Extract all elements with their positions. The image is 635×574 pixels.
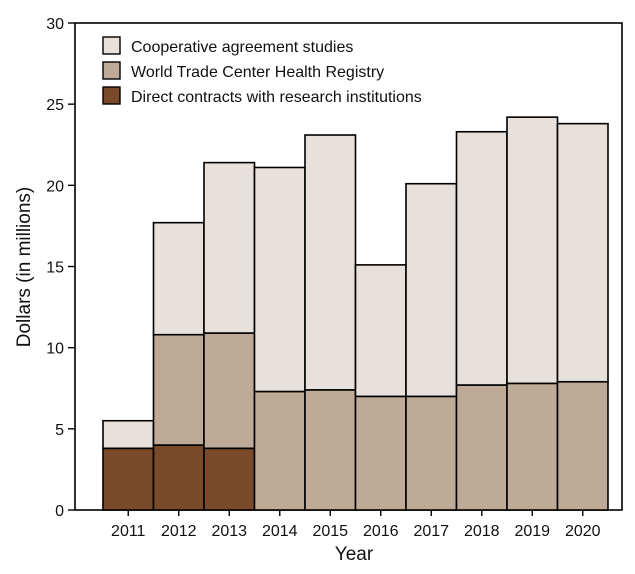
bar-segment bbox=[304, 134, 357, 391]
bar-segment bbox=[304, 389, 357, 511]
bar-segment bbox=[203, 332, 256, 450]
y-tick-label: 10 bbox=[46, 341, 64, 358]
y-tick-label: 0 bbox=[55, 503, 64, 520]
y-axis: 0 5 10 15 20 25 30 bbox=[46, 16, 75, 520]
bar-segment bbox=[102, 419, 155, 450]
bar-segment bbox=[253, 390, 306, 511]
y-tick-label: 30 bbox=[46, 16, 64, 33]
x-tick-label: 2019 bbox=[514, 523, 550, 540]
bar-segment bbox=[253, 166, 306, 393]
x-tick-label: 2016 bbox=[363, 523, 399, 540]
legend-label: Direct contracts with research instituti… bbox=[131, 89, 422, 106]
bar-segment bbox=[203, 161, 256, 334]
bar-segment bbox=[152, 221, 205, 336]
bar-segment bbox=[102, 447, 155, 511]
bars-group bbox=[102, 116, 609, 511]
y-axis-title: Dollars (in millions) bbox=[14, 187, 35, 347]
bar-segment bbox=[203, 447, 256, 511]
legend-swatch bbox=[102, 36, 121, 55]
bar-segment bbox=[455, 130, 508, 386]
x-axis-title: Year bbox=[335, 544, 374, 565]
bar-segment bbox=[556, 122, 609, 383]
y-tick-label: 20 bbox=[46, 178, 64, 195]
x-tick-label: 2015 bbox=[312, 523, 348, 540]
x-tick-label: 2011 bbox=[111, 523, 146, 540]
x-tick-label: 2014 bbox=[262, 523, 298, 540]
legend-swatch bbox=[102, 61, 121, 80]
bar-segment bbox=[152, 333, 205, 446]
bar-segment bbox=[152, 444, 205, 511]
y-tick-label: 15 bbox=[46, 260, 64, 277]
legend: Cooperative agreement studies World Trade… bbox=[102, 36, 422, 106]
x-axis: 2011 2012 2013 2014 2015 2016 2017 2018 2019 2020 bbox=[111, 510, 601, 540]
x-tick-label: 2017 bbox=[413, 523, 449, 540]
y-tick-label: 25 bbox=[46, 97, 64, 114]
legend-label: Cooperative agreement studies bbox=[131, 39, 353, 56]
bar-segment bbox=[506, 382, 559, 511]
x-tick-label: 2013 bbox=[211, 523, 247, 540]
x-tick-label: 2020 bbox=[565, 523, 601, 540]
bar-segment bbox=[556, 380, 609, 511]
bar-segment bbox=[455, 384, 508, 511]
bar-segment bbox=[354, 264, 407, 398]
bar-segment bbox=[506, 116, 559, 385]
x-tick-label: 2012 bbox=[161, 523, 197, 540]
bar-segment bbox=[405, 182, 458, 398]
legend-label: World Trade Center Health Registry bbox=[131, 64, 384, 81]
legend-swatch bbox=[102, 86, 121, 105]
bar-segment bbox=[405, 395, 458, 511]
bar-segment bbox=[354, 395, 407, 511]
x-tick-label: 2018 bbox=[464, 523, 500, 540]
y-tick-label: 5 bbox=[55, 422, 64, 439]
